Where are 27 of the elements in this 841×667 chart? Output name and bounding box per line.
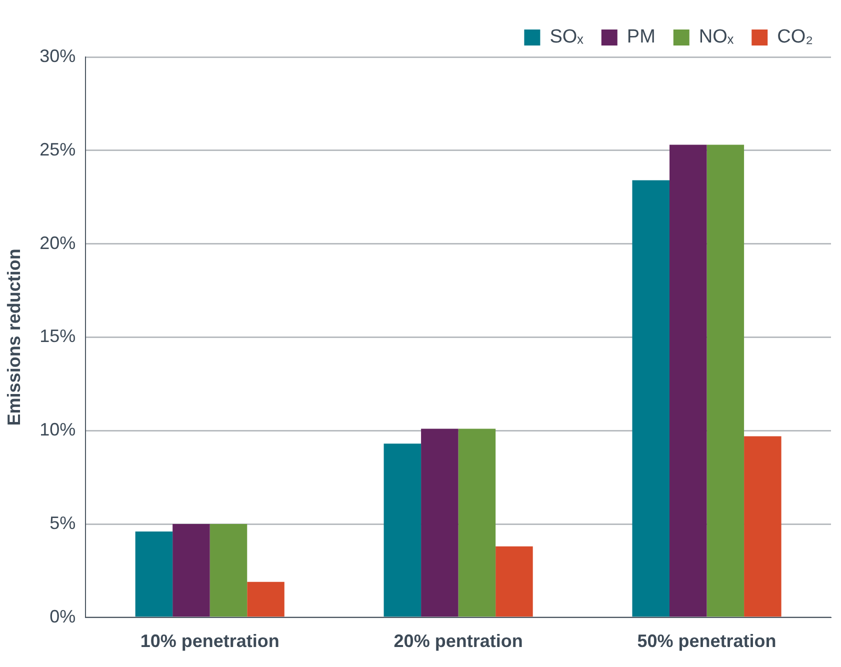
bar	[172, 524, 210, 617]
x-tick-label: 20% pentration	[394, 631, 523, 652]
legend-label: NOₓ	[698, 26, 734, 48]
legend-label: SOₓ	[550, 26, 584, 48]
x-tick-label: 50% penetration	[637, 631, 776, 652]
bar	[706, 144, 744, 617]
y-tick-label: 30%	[40, 46, 76, 66]
legend-label: CO₂	[777, 26, 814, 48]
bar	[744, 436, 782, 617]
bar	[496, 546, 533, 617]
y-tick-label: 0%	[50, 606, 76, 626]
y-tick-label: 20%	[40, 232, 76, 253]
y-tick-label: 10%	[40, 420, 76, 440]
bar	[210, 524, 248, 617]
y-axis-title: Emissions reduction	[4, 248, 24, 426]
bar	[135, 531, 173, 617]
x-tick-label: 10% penetration	[140, 631, 280, 652]
bar	[458, 428, 496, 617]
bar	[632, 180, 670, 617]
bar	[247, 582, 284, 617]
y-tick-label: 5%	[50, 512, 76, 533]
y-tick-label: 25%	[40, 139, 76, 160]
legend-label: PM	[626, 26, 656, 48]
bar	[421, 428, 458, 617]
bar	[670, 144, 707, 617]
y-tick-label: 15%	[40, 326, 76, 346]
bar	[384, 444, 422, 617]
